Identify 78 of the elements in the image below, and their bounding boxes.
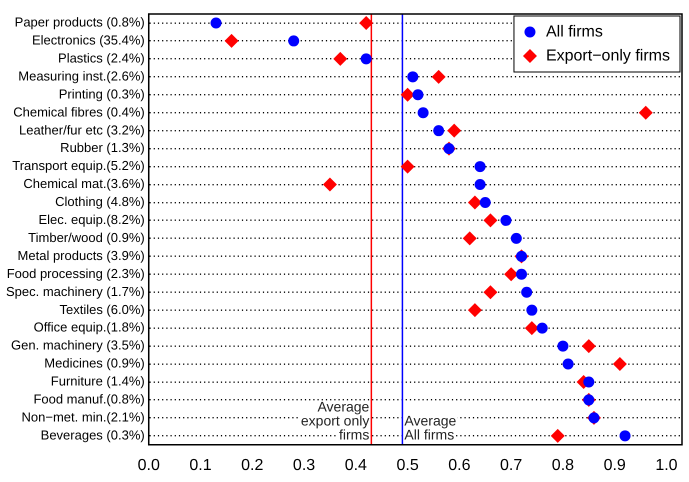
y-tick-label: Chemical fibres (0.4%): [13, 104, 145, 120]
x-tick-label: 0.8: [552, 456, 574, 474]
x-tick-label: 0.4: [344, 456, 368, 474]
point: [468, 303, 482, 318]
y-tick-label: Metal products (3.9%): [18, 248, 145, 263]
x-tick-label: 0.6: [448, 456, 471, 474]
y-tick-label: Food processing (2.3%): [6, 266, 145, 281]
point: [583, 376, 594, 388]
point: [418, 107, 429, 118]
y-tick-label: Non−met. min.(2.1%): [22, 409, 145, 424]
y-tick-label: Food manuf.(0.8%): [33, 392, 145, 407]
point: [468, 195, 482, 210]
point: [412, 89, 424, 100]
point: [638, 106, 653, 120]
point: [333, 52, 348, 66]
y-tick-label: Furniture (1.4%): [50, 374, 145, 389]
legend-label: Export−only firms: [546, 47, 670, 64]
point: [359, 16, 374, 30]
y-tick-label: Rubber (1.3%): [60, 140, 145, 156]
y-tick-label: Clothing (4.8%): [55, 194, 145, 210]
point: [322, 178, 337, 192]
point: [562, 358, 574, 370]
point: [462, 231, 477, 246]
y-tick-label: Spec. machinery (1.7%): [6, 284, 145, 299]
y-tick-label: Paper products (0.8%): [14, 14, 145, 30]
ref-line-label: Average All firms: [404, 412, 457, 443]
point: [474, 179, 486, 190]
x-tick-label: 1.0: [655, 456, 678, 474]
x-tick-label: 0.9: [604, 456, 626, 474]
x-tick-label: 0.1: [189, 456, 212, 474]
point: [400, 88, 415, 102]
legend-label: All firms: [546, 23, 603, 40]
point: [524, 321, 539, 336]
y-tick-label: Office equip.(1.8%): [34, 320, 145, 335]
x-tick-label: 0.5: [396, 456, 419, 474]
y-tick-label: Textiles (6.0%): [59, 302, 145, 317]
point: [433, 125, 444, 136]
y-tick-label: Chemical mat.(3.6%): [23, 176, 145, 192]
point: [432, 70, 446, 84]
point: [447, 124, 462, 138]
y-tick-label: Electronics (35.4%): [32, 32, 145, 48]
x-tick-label: 0.0: [138, 456, 160, 474]
point: [360, 53, 372, 64]
y-tick-label: Plastics (2.4%): [58, 50, 145, 66]
y-tick-label: Transport equip.(5.2%): [12, 158, 145, 174]
point: [510, 232, 522, 244]
y-tick-label: Medicines (0.9%): [44, 356, 145, 371]
y-tick-label: Elec. equip.(8.2%): [38, 212, 145, 228]
point: [480, 196, 491, 208]
y-tick-label: Measuring inst.(2.6%): [18, 68, 145, 84]
point: [483, 285, 498, 300]
point: [407, 71, 418, 82]
point: [557, 340, 568, 352]
point: [582, 339, 596, 354]
y-tick-label: Printing (0.3%): [58, 86, 145, 102]
point: [550, 428, 565, 443]
point: [521, 286, 532, 298]
y-tick-label: Gen. machinery (3.5%): [11, 338, 145, 353]
ref-line-label: Average export only firms: [300, 398, 370, 443]
point: [474, 161, 486, 172]
x-tick-label: 0.2: [241, 456, 264, 474]
x-tick-label: 0.3: [292, 456, 316, 474]
point: [224, 34, 239, 48]
point: [620, 430, 631, 442]
y-tick-label: Leather/fur etc (3.2%): [18, 122, 145, 138]
point: [210, 17, 222, 28]
x-tick-label: 0.7: [500, 456, 522, 474]
point: [483, 213, 498, 228]
point: [536, 322, 548, 334]
point: [612, 357, 627, 372]
y-tick-label: Beverages (0.3%): [40, 427, 145, 442]
point: [516, 268, 527, 280]
point: [288, 35, 300, 46]
point: [500, 214, 512, 226]
y-tick-label: Timber/wood (0.9%): [28, 230, 145, 245]
point: [526, 304, 538, 316]
point: [400, 160, 415, 174]
point: [504, 267, 518, 282]
